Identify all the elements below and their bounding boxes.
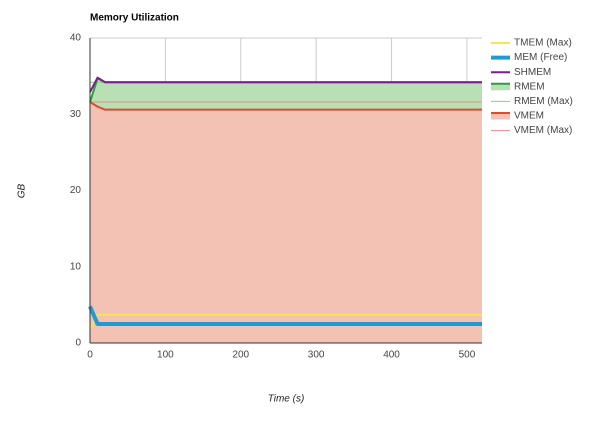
legend-swatch [491,112,510,120]
line [88,305,482,326]
line [89,101,482,111]
line [89,313,482,330]
legend-label: MEM (Free) [514,52,567,63]
area [90,102,482,343]
legend-label: VMEM [514,111,544,122]
legend-label: TMEM (Max) [514,38,572,49]
y-tick-label: 30 [70,109,82,120]
y-tick-label: 20 [70,185,82,196]
y-axis-title: GB [17,183,28,198]
legend-label: RMEM [514,81,545,92]
x-tick-label: 400 [383,350,400,361]
line [89,76,482,93]
x-tick-label: 100 [157,350,174,361]
x-tick-label: 0 [87,350,93,361]
legend-swatch [491,83,510,91]
legend: TMEM (Max) MEM (Free) SHMEM RMEM RMEM (Max) V… [491,38,573,136]
x-tick-label: 300 [308,350,325,361]
y-tick-label: 10 [70,261,82,272]
y-tick-label: 0 [75,338,81,349]
x-tick-label: 200 [232,350,249,361]
x-axis-title: Time (s) [268,394,305,405]
legend-label: VMEM (Max) [514,125,572,136]
x-tick-label: 500 [459,350,476,361]
legend-label: RMEM (Max) [514,96,573,107]
y-tick-label: 40 [70,33,82,44]
chart-title: Memory Utilization [90,13,179,24]
legend-label: SHMEM [514,67,551,78]
